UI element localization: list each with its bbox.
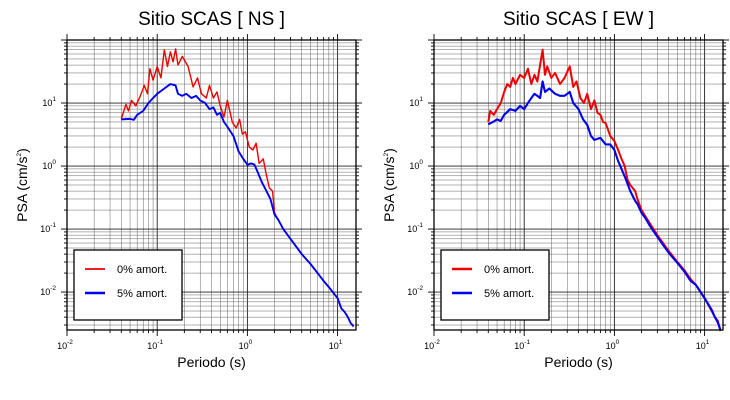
legend-label-0pct: 0% amort. — [484, 264, 534, 276]
legend-box — [440, 249, 550, 321]
y-axis-label: PSA (cm/s2) — [14, 148, 30, 222]
chart-title: Sitio SCAS [ NS ] — [138, 9, 285, 30]
x-tick-label: 101 — [696, 339, 710, 351]
y-axis-label: PSA (cm/s2) — [381, 148, 397, 222]
series-line-5pct — [487, 80, 722, 331]
chart-title: Sitio SCAS [ EW ] — [503, 9, 654, 30]
x-tick-label: 10-1 — [147, 339, 163, 351]
x-tick-label: 101 — [329, 339, 343, 351]
x-tick-label: 100 — [239, 339, 253, 351]
legend-label-5pct: 5% amort. — [117, 288, 167, 300]
series-group — [120, 48, 355, 328]
y-tick-label: 100 — [409, 159, 423, 171]
legend-label-0pct: 0% amort. — [117, 264, 167, 276]
y-axis-label-main: PSA (cm/s — [14, 156, 30, 221]
x-tick-label: 10-2 — [57, 339, 73, 351]
y-tick-label: 10-2 — [40, 285, 56, 297]
y-axis-label-main: PSA (cm/s — [381, 156, 397, 221]
series-line-5pct — [121, 83, 355, 327]
x-tick-label: 100 — [606, 339, 620, 351]
legend-label-5pct: 5% amort. — [484, 288, 534, 300]
panel-ew: Sitio SCAS [ EW ] 10-2 10-1 100 101 10-2 10-1… — [381, 9, 729, 370]
x-axis-label: Periodo (s) — [544, 354, 612, 370]
x-tick-label: 10-2 — [424, 339, 440, 351]
y-tick-label: 10-1 — [40, 222, 56, 234]
x-axis-label: Periodo (s) — [177, 354, 245, 370]
y-axis-label-sup: 2 — [16, 152, 23, 156]
y-tick-label: 100 — [42, 159, 56, 171]
legend: 0% amort. 5% amort. — [73, 249, 183, 321]
legend: 0% amort. 5% amort. — [440, 249, 550, 321]
y-tick-label: 10-1 — [407, 222, 423, 234]
y-tick-label: 10-2 — [407, 285, 423, 297]
legend-box — [73, 249, 183, 321]
ticks: 10-2 10-1 100 101 10-2 10-1 100 101 — [40, 34, 362, 351]
y-tick-label: 101 — [409, 96, 423, 108]
y-axis-label-end: ) — [381, 148, 397, 153]
series-group — [487, 48, 722, 332]
y-axis-label-sup: 2 — [383, 152, 390, 156]
x-tick-label: 10-1 — [514, 339, 530, 351]
y-tick-label: 101 — [42, 96, 56, 108]
panel-ns: Sitio SCAS [ NS ] 10-2 10-1 100 101 10-2 10-1… — [14, 9, 362, 370]
ticks: 10-2 10-1 100 101 10-2 10-1 100 101 — [407, 34, 729, 351]
y-axis-label-end: ) — [14, 148, 30, 153]
